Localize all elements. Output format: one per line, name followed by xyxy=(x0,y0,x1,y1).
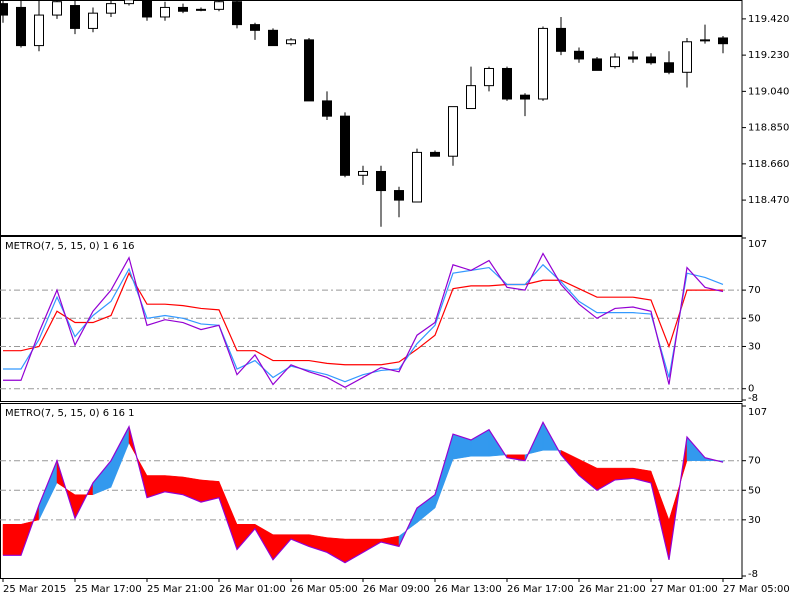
x-tick-label: 25 Mar 21:00 xyxy=(147,584,214,595)
candle-body xyxy=(322,100,332,117)
candle-body xyxy=(304,39,314,102)
candle-body xyxy=(376,170,386,192)
candle-body xyxy=(502,67,512,100)
band-fill xyxy=(2,524,22,556)
x-tick-label: 26 Mar 13:00 xyxy=(435,584,502,595)
candle-body xyxy=(538,27,548,100)
candle-body xyxy=(466,85,476,110)
candle-body xyxy=(124,0,134,5)
y-tick-label: 70 xyxy=(748,285,761,296)
candle-body xyxy=(340,115,350,176)
candle-body xyxy=(0,3,8,16)
indicator-line xyxy=(3,420,724,564)
candle-body xyxy=(16,6,26,47)
x-tick-label: 26 Mar 01:00 xyxy=(219,584,286,595)
candle-body xyxy=(628,56,638,60)
y-tick-label: 118.660 xyxy=(748,159,789,170)
candle-body xyxy=(142,0,152,18)
indicator-title: METRO(7, 5, 15, 0) 6 16 1 xyxy=(5,408,135,419)
candle-body xyxy=(664,62,674,73)
y-tick-label: 50 xyxy=(748,313,761,324)
y-tick-label: 0 xyxy=(748,384,754,395)
x-tick-label: 26 Mar 05:00 xyxy=(291,584,358,595)
y-tick-label: 107 xyxy=(748,407,767,418)
candle-body xyxy=(430,151,440,157)
candle-body xyxy=(250,24,260,31)
candle-body xyxy=(610,56,620,68)
y-tick-label: -8 xyxy=(748,393,758,404)
y-tick-label: 70 xyxy=(748,456,761,467)
x-tick-label: 25 Mar 17:00 xyxy=(75,584,142,595)
y-tick-label: -8 xyxy=(748,569,758,580)
candle-body xyxy=(412,151,422,203)
candle-body xyxy=(394,190,404,201)
candle-body xyxy=(520,94,530,100)
candle-body xyxy=(268,29,278,47)
indicator-line xyxy=(3,263,724,383)
y-tick-label: 119.040 xyxy=(748,86,789,97)
y-tick-label: 119.230 xyxy=(748,50,789,61)
y-tick-label: 118.850 xyxy=(748,123,789,134)
candle-body xyxy=(214,1,224,10)
x-tick-label: 27 Mar 01:00 xyxy=(651,584,718,595)
candle-body xyxy=(718,37,728,45)
candle-body xyxy=(700,39,710,42)
candle-body xyxy=(484,67,494,87)
candle-body xyxy=(34,14,44,47)
x-tick-label: 25 Mar 2015 xyxy=(3,584,66,595)
candle-body xyxy=(178,6,188,12)
candle-body xyxy=(52,1,62,16)
candle-body xyxy=(448,106,458,157)
indicator-pane xyxy=(0,236,743,402)
candle-body xyxy=(556,27,566,52)
x-tick-label: 27 Mar 05:00 xyxy=(723,584,790,595)
y-tick-label: 30 xyxy=(748,515,761,526)
indicator-line xyxy=(3,252,724,389)
y-tick-label: 119.420 xyxy=(748,14,789,25)
candle-body xyxy=(358,170,368,176)
indicator-title: METRO(7, 5, 15, 0) 1 6 16 xyxy=(5,241,135,252)
x-tick-label: 26 Mar 09:00 xyxy=(363,584,430,595)
candle-body xyxy=(646,56,656,64)
candle-body xyxy=(232,1,242,26)
candle-body xyxy=(592,58,602,71)
y-tick-label: 50 xyxy=(748,485,761,496)
candle-body xyxy=(106,3,116,14)
indicator-line xyxy=(3,271,723,366)
candle-body xyxy=(286,39,296,45)
candle-body xyxy=(196,8,206,11)
price-pane xyxy=(0,0,743,236)
y-tick-label: 118.470 xyxy=(748,195,789,206)
candle-body xyxy=(70,5,80,29)
candle-body xyxy=(574,50,584,60)
candle-body xyxy=(160,6,170,18)
y-tick-label: 30 xyxy=(748,341,761,352)
x-tick-label: 26 Mar 17:00 xyxy=(507,584,574,595)
indicator-pane xyxy=(0,403,743,579)
x-tick-label: 26 Mar 21:00 xyxy=(579,584,646,595)
candle-body xyxy=(88,12,98,29)
candle-body xyxy=(682,41,692,73)
y-tick-label: 107 xyxy=(748,239,767,250)
